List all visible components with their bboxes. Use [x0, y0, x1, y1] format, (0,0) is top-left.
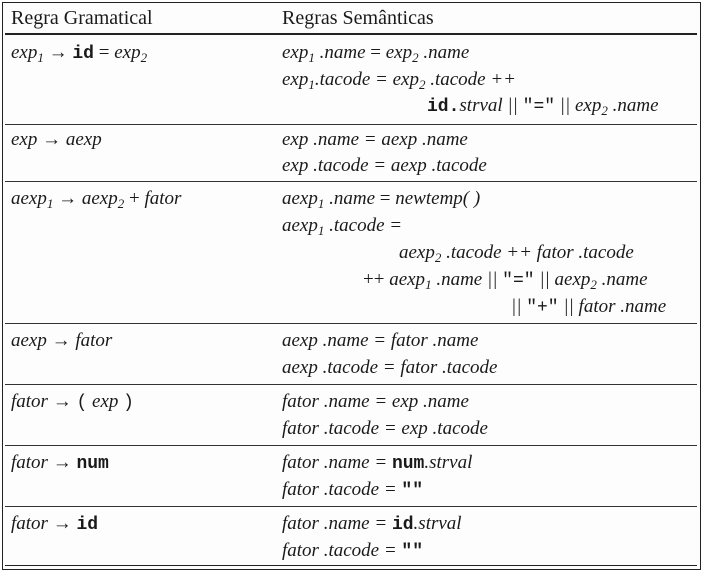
semantic-rule: exp1.tacode = exp2 .tacode ++ [282, 69, 517, 92]
production-rule: fator → id [11, 513, 99, 535]
semantic-rule: aexp .name = fator .name [282, 330, 479, 351]
semantic-rule: || "+" || fator .name [511, 296, 667, 318]
semantic-rule: exp .name = aexp .name [282, 129, 468, 150]
semantic-rule: aexp1 .name = newtemp( ) [282, 188, 481, 211]
semantic-rule: fator .name = id.strval [282, 513, 462, 535]
row-divider [5, 445, 697, 446]
row-divider [5, 506, 697, 507]
production-rule: fator → num [11, 452, 109, 474]
table-bottom-rule [5, 565, 697, 566]
row-divider [5, 384, 697, 385]
semantic-rule: exp .tacode = aexp .tacode [282, 155, 487, 176]
semantic-rule: ++ aexp1 .name || "=" || aexp2 .name [363, 269, 648, 292]
header-grammar-rule: Regra Gramatical [11, 7, 153, 29]
semantic-rule: fator .tacode = "" [282, 540, 424, 562]
semantic-rule: aexp .tacode = fator .tacode [282, 357, 498, 378]
production-rule: aexp1 → aexp2 + fator [11, 188, 182, 211]
semantic-rule: aexp2 .tacode ++ fator .tacode [399, 242, 634, 265]
semantic-rule: id.strval || "=" || exp2 .name [427, 95, 659, 118]
row-divider [5, 181, 697, 182]
header-semantic-rules: Regras Semânticas [282, 7, 434, 29]
row-divider [5, 124, 697, 125]
semantic-rule: fator .tacode = exp .tacode [282, 418, 488, 439]
semantic-rule: fator .tacode = "" [282, 479, 424, 501]
production-rule: fator → ( exp ) [11, 391, 134, 413]
semantic-rule: exp1 .name = exp2 .name [282, 42, 470, 65]
row-divider [5, 323, 697, 324]
semantic-rule: aexp1 .tacode = [282, 215, 403, 238]
production-rule: exp1 → id = exp2 [11, 42, 148, 65]
production-rule: exp → aexp [11, 129, 102, 150]
production-rule: aexp → fator [11, 330, 113, 351]
header-divider [5, 33, 697, 35]
semantic-rule: fator .name = num.strval [282, 452, 473, 474]
semantic-rule: fator .name = exp .name [282, 391, 469, 412]
